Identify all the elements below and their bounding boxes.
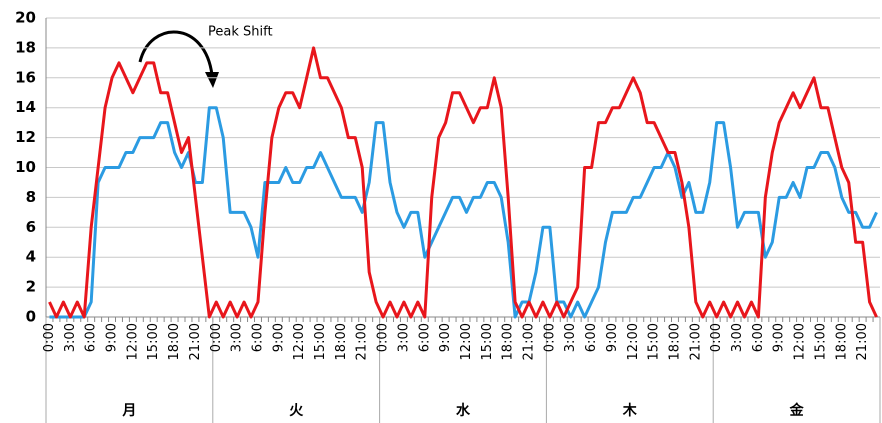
y-tick-label: 14 [15,98,36,116]
day-label: 月 [121,403,136,419]
y-tick-label: 2 [26,278,36,296]
x-tick-label: 21:00 [522,323,537,360]
x-tick-label: 9:00 [772,323,787,352]
y-tick-label: 8 [26,188,36,206]
x-tick-label: 21:00 [188,323,203,360]
day-label: 木 [622,402,638,419]
x-tick-label: 15:00 [313,323,328,360]
x-tick-label: 3:00 [230,323,245,352]
x-tick-label: 18:00 [334,323,349,360]
y-tick-label: 20 [15,9,36,27]
x-tick-label: 3:00 [730,323,745,352]
x-tick-label: 6:00 [250,323,265,352]
x-tick-label: 0:00 [376,323,391,352]
arrow-head [205,72,219,88]
x-tick-label: 12:00 [626,323,641,360]
day-label: 金 [789,402,805,419]
day-label: 火 [289,403,304,419]
x-tick-label: 21:00 [855,323,870,360]
x-tick-label: 15:00 [647,323,662,360]
x-tick-label: 9:00 [105,323,120,352]
x-tick-label: 9:00 [271,323,286,352]
y-tick-label: 4 [26,248,36,266]
x-tick-label: 12:00 [459,323,474,360]
x-tick-label: 12:00 [793,323,808,360]
x-tick-label: 6:00 [584,323,599,352]
x-tick-label: 12:00 [292,323,307,360]
x-tick-label: 15:00 [146,323,161,360]
x-tick-label: 0:00 [709,323,724,352]
day-label: 水 [456,402,471,419]
x-tick-label: 18:00 [501,323,516,360]
y-tick-label: 12 [15,128,36,146]
arrow [138,30,214,76]
x-tick-label: 3:00 [63,323,78,352]
x-tick-label: 3:00 [563,323,578,352]
x-tick-label: 18:00 [167,323,182,360]
x-tick-label: 18:00 [667,323,682,360]
series-line [49,106,878,319]
x-tick-label: 0:00 [209,323,224,352]
x-tick-label: 21:00 [355,323,370,360]
x-tick-label: 21:00 [688,323,703,360]
y-tick-label: 18 [15,38,36,56]
x-tick-label: 6:00 [84,323,99,352]
y-tick-label: 16 [15,68,36,86]
x-tick-label: 15:00 [480,323,495,360]
x-tick-label: 6:00 [417,323,432,352]
x-tick-label: 12:00 [125,323,140,360]
y-tick-label: 10 [15,158,36,176]
x-tick-label: 18:00 [834,323,849,360]
y-tick-label: 0 [26,308,36,326]
x-tick-label: 0:00 [542,323,557,352]
x-tick-label: 0:00 [42,323,57,352]
series-line [48,46,878,319]
x-tick-label: 3:00 [396,323,411,352]
x-tick-label: 9:00 [438,323,453,352]
x-tick-label: 15:00 [813,323,828,360]
y-tick-label: 6 [26,218,36,236]
x-tick-label: 6:00 [751,323,766,352]
x-tick-label: 9:00 [605,323,620,352]
annotation: Peak Shift [208,25,273,40]
